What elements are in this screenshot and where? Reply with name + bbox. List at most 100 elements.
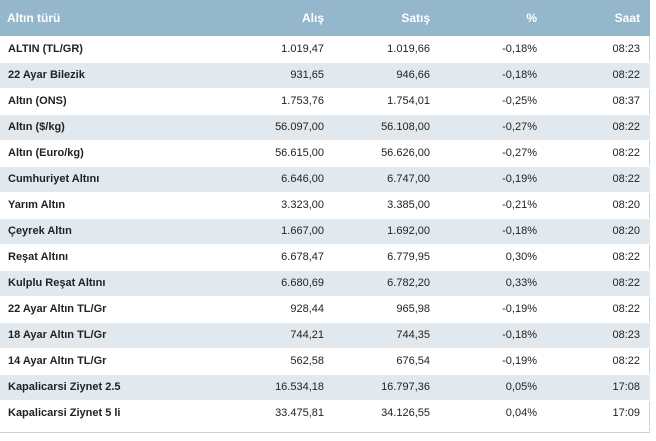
cell-satis: 676,54	[332, 348, 438, 375]
column-header-satis: Satış	[401, 11, 430, 25]
cell-satis: 3.385,00	[332, 192, 438, 219]
cell-name: Kapalicarsi Ziynet 5 li	[0, 400, 196, 427]
cell-saat: 08:20	[545, 218, 650, 245]
cell-saat: 08:23	[545, 36, 650, 63]
cell-name: Altın ($/kg)	[0, 114, 196, 141]
cell-alis: 6.678,47	[196, 244, 332, 271]
cell-saat: 17:09	[545, 400, 650, 427]
cell-saat: 08:22	[545, 296, 650, 323]
cell-satis: 34.126,55	[332, 400, 438, 427]
cell-percent: -0,27%	[438, 114, 545, 141]
cell-percent: 0,30%	[438, 244, 545, 271]
cell-percent: 0,04%	[438, 400, 545, 427]
table-row: Altın ($/kg) 56.097,00 56.108,00 -0,27% …	[0, 114, 650, 141]
cell-alis: 562,58	[196, 348, 332, 375]
cell-alis: 6.646,00	[196, 166, 332, 193]
table-header: Altın türü Alış Satış % Saat	[0, 0, 650, 36]
cell-percent: -0,18%	[438, 62, 545, 89]
cell-satis: 1.019,66	[332, 36, 438, 63]
cell-saat: 08:22	[545, 166, 650, 193]
table-row: Kapalicarsi Ziynet 2.5 16.534,18 16.797,…	[0, 374, 650, 401]
table-row: Kulplu Reşat Altını 6.680,69 6.782,20 0,…	[0, 270, 650, 297]
cell-satis: 56.626,00	[332, 140, 438, 167]
cell-name: 22 Ayar Altın TL/Gr	[0, 296, 196, 323]
cell-name: Altın (ONS)	[0, 88, 196, 115]
gold-prices-table: Altın türü Alış Satış % Saat ALTIN (TL/G…	[0, 0, 650, 427]
cell-name: Cumhuriyet Altını	[0, 166, 196, 193]
cell-saat: 08:20	[545, 192, 650, 219]
table-row: ALTIN (TL/GR) 1.019,47 1.019,66 -0,18% 0…	[0, 36, 650, 63]
cell-percent: 0,33%	[438, 270, 545, 297]
cell-alis: 6.680,69	[196, 270, 332, 297]
cell-saat: 08:22	[545, 62, 650, 89]
cell-satis: 965,98	[332, 296, 438, 323]
cell-saat: 08:23	[545, 322, 650, 349]
cell-satis: 1.692,00	[332, 218, 438, 245]
cell-percent: -0,21%	[438, 192, 545, 219]
table-row: Altın (Euro/kg) 56.615,00 56.626,00 -0,2…	[0, 140, 650, 167]
cell-name: Çeyrek Altın	[0, 218, 196, 245]
cell-alis: 928,44	[196, 296, 332, 323]
cell-alis: 1.753,76	[196, 88, 332, 115]
header-row: Altın türü Alış Satış % Saat	[0, 0, 650, 36]
cell-alis: 744,21	[196, 322, 332, 349]
cell-saat: 08:37	[545, 88, 650, 115]
cell-percent: -0,27%	[438, 140, 545, 167]
cell-satis: 56.108,00	[332, 114, 438, 141]
cell-saat: 08:22	[545, 270, 650, 297]
cell-percent: -0,19%	[438, 296, 545, 323]
cell-satis: 946,66	[332, 62, 438, 89]
table-row: Kapalicarsi Ziynet 5 li 33.475,81 34.126…	[0, 400, 650, 427]
cell-name: Reşat Altını	[0, 244, 196, 271]
cell-alis: 1.019,47	[196, 36, 332, 63]
table-row: Altın (ONS) 1.753,76 1.754,01 -0,25% 08:…	[0, 88, 650, 115]
cell-satis: 1.754,01	[332, 88, 438, 115]
cell-name: ALTIN (TL/GR)	[0, 36, 196, 63]
table-row: 22 Ayar Bilezik 931,65 946,66 -0,18% 08:…	[0, 62, 650, 89]
table-row: Yarım Altın 3.323,00 3.385,00 -0,21% 08:…	[0, 192, 650, 219]
gold-prices-table-frame: Altın türü Alış Satış % Saat ALTIN (TL/G…	[0, 0, 650, 433]
cell-percent: -0,25%	[438, 88, 545, 115]
column-header-percent: %	[526, 11, 537, 25]
column-header-saat: Saat	[614, 11, 640, 25]
table-row: 22 Ayar Altın TL/Gr 928,44 965,98 -0,19%…	[0, 296, 650, 323]
cell-name: 22 Ayar Bilezik	[0, 62, 196, 89]
cell-satis: 6.779,95	[332, 244, 438, 271]
cell-name: Kulplu Reşat Altını	[0, 270, 196, 297]
cell-percent: -0,18%	[438, 322, 545, 349]
cell-satis: 6.747,00	[332, 166, 438, 193]
cell-alis: 33.475,81	[196, 400, 332, 427]
cell-saat: 08:22	[545, 244, 650, 271]
cell-alis: 1.667,00	[196, 218, 332, 245]
cell-alis: 16.534,18	[196, 374, 332, 401]
cell-name: 14 Ayar Altın TL/Gr	[0, 348, 196, 375]
table-row: 14 Ayar Altın TL/Gr 562,58 676,54 -0,19%…	[0, 348, 650, 375]
cell-alis: 56.097,00	[196, 114, 332, 141]
cell-percent: 0,05%	[438, 374, 545, 401]
table-row: 18 Ayar Altın TL/Gr 744,21 744,35 -0,18%…	[0, 322, 650, 349]
cell-alis: 3.323,00	[196, 192, 332, 219]
cell-percent: -0,19%	[438, 166, 545, 193]
cell-satis: 744,35	[332, 322, 438, 349]
cell-percent: -0,19%	[438, 348, 545, 375]
cell-saat: 17:08	[545, 374, 650, 401]
cell-name: Altın (Euro/kg)	[0, 140, 196, 167]
cell-percent: -0,18%	[438, 218, 545, 245]
cell-name: Kapalicarsi Ziynet 2.5	[0, 374, 196, 401]
table-body: ALTIN (TL/GR) 1.019,47 1.019,66 -0,18% 0…	[0, 36, 650, 427]
cell-saat: 08:22	[545, 348, 650, 375]
cell-alis: 931,65	[196, 62, 332, 89]
cell-name: 18 Ayar Altın TL/Gr	[0, 322, 196, 349]
column-header-alis: Alış	[301, 11, 324, 25]
cell-saat: 08:22	[545, 140, 650, 167]
table-row: Cumhuriyet Altını 6.646,00 6.747,00 -0,1…	[0, 166, 650, 193]
cell-satis: 16.797,36	[332, 374, 438, 401]
column-header-name: Altın türü	[7, 11, 61, 25]
cell-name: Yarım Altın	[0, 192, 196, 219]
cell-satis: 6.782,20	[332, 270, 438, 297]
cell-alis: 56.615,00	[196, 140, 332, 167]
table-row: Reşat Altını 6.678,47 6.779,95 0,30% 08:…	[0, 244, 650, 271]
cell-percent: -0,18%	[438, 36, 545, 63]
cell-saat: 08:22	[545, 114, 650, 141]
table-row: Çeyrek Altın 1.667,00 1.692,00 -0,18% 08…	[0, 218, 650, 245]
